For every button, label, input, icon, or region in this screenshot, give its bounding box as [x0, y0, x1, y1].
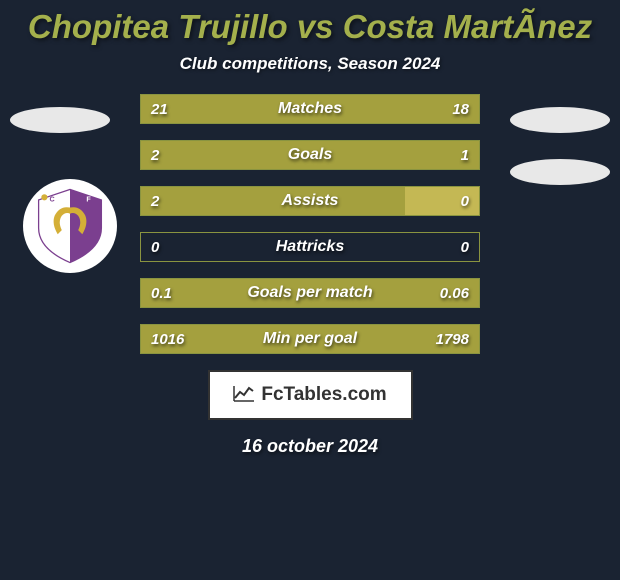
subtitle: Club competitions, Season 2024: [0, 54, 620, 94]
stat-row: 0.10.06Goals per match: [140, 278, 480, 308]
team-logo-shield-icon: C F: [29, 185, 111, 267]
team-logo: C F: [23, 179, 117, 273]
svg-text:C: C: [50, 195, 55, 203]
stat-label: Assists: [141, 187, 479, 215]
stat-row: 00Hattricks: [140, 232, 480, 262]
date-text: 16 october 2024: [0, 436, 620, 457]
stat-label: Goals: [141, 141, 479, 169]
player-badge-left: [10, 107, 110, 133]
stat-label: Goals per match: [141, 279, 479, 307]
stat-row: 20Assists: [140, 186, 480, 216]
page-title: Chopitea Trujillo vs Costa MartÃnez: [0, 0, 620, 54]
content-area: C F 2118Matches 21Goals 20Assists 00Hattric…: [0, 94, 620, 457]
player-badge-right-1: [510, 107, 610, 133]
footer-brand-text: FcTables.com: [261, 384, 386, 406]
infographic-container: Chopitea Trujillo vs Costa MartÃnez Club…: [0, 0, 620, 580]
stat-row: 10161798Min per goal: [140, 324, 480, 354]
footer-brand-badge: FcTables.com: [208, 370, 413, 420]
chart-icon: [233, 384, 255, 407]
stat-rows: 2118Matches 21Goals 20Assists 00Hattricks 0.…: [140, 94, 480, 354]
stat-row: 2118Matches: [140, 94, 480, 124]
stat-label: Hattricks: [141, 233, 479, 261]
player-badge-right-2: [510, 159, 610, 185]
stat-row: 21Goals: [140, 140, 480, 170]
stat-label: Min per goal: [141, 325, 479, 353]
stat-label: Matches: [141, 95, 479, 123]
svg-text:F: F: [86, 195, 91, 203]
